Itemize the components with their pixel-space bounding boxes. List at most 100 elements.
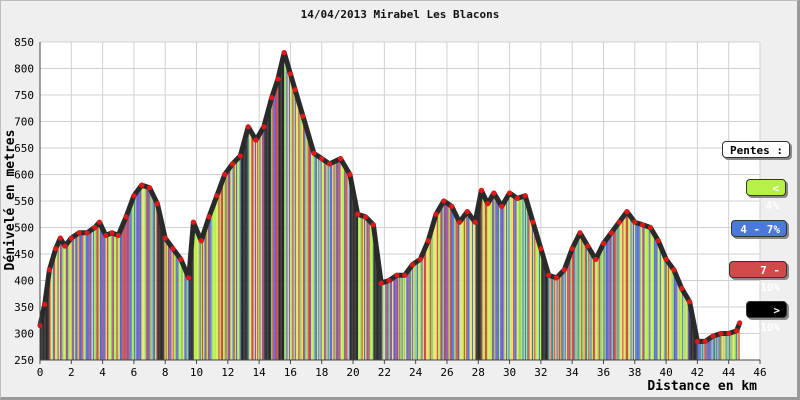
slope-bar xyxy=(491,195,494,360)
slope-bar xyxy=(69,239,71,360)
slope-bar xyxy=(47,282,49,360)
elevation-point xyxy=(464,209,470,215)
slope-bar xyxy=(648,226,650,360)
slope-bar xyxy=(637,223,639,360)
elevation-point xyxy=(718,330,724,337)
slope-bar xyxy=(223,177,225,360)
elevation-point xyxy=(478,187,484,193)
elevation-point xyxy=(569,246,575,252)
slope-bar xyxy=(731,332,733,360)
slope-bar xyxy=(562,271,564,360)
y-tick-label: 300 xyxy=(14,328,34,341)
slope-bar xyxy=(393,277,395,360)
slope-bar xyxy=(275,83,278,361)
slope-bar xyxy=(452,208,454,360)
elevation-point xyxy=(42,301,48,307)
slope-bar xyxy=(190,252,192,360)
slope-bar xyxy=(312,149,314,360)
slope-bar xyxy=(251,133,253,360)
elevation-point xyxy=(139,182,145,188)
slope-bar xyxy=(703,341,705,360)
elevation-point xyxy=(433,211,439,217)
slope-bar xyxy=(65,244,67,360)
slope-bar xyxy=(324,160,326,360)
slope-bar xyxy=(328,163,330,360)
slope-bar xyxy=(530,216,532,360)
slope-bar xyxy=(695,332,697,360)
slope-bar xyxy=(143,185,145,360)
legend-label: 4 - 7% xyxy=(740,223,780,236)
slope-bar xyxy=(110,233,112,360)
slope-bar xyxy=(266,114,268,360)
slope-bar xyxy=(128,210,130,360)
slope-bar xyxy=(326,162,328,360)
slope-bar xyxy=(482,194,484,360)
slope-bar xyxy=(137,190,139,360)
slope-bar xyxy=(496,198,498,360)
slope-bar xyxy=(236,159,238,360)
slope-bar xyxy=(707,339,710,360)
slope-bar xyxy=(332,162,334,360)
slope-bar xyxy=(426,243,428,360)
elevation-point xyxy=(319,156,325,162)
slope-bar xyxy=(738,324,740,360)
slope-bar xyxy=(670,265,672,360)
slope-bar xyxy=(321,158,323,360)
slope-bar xyxy=(49,267,51,360)
slope-bar xyxy=(666,261,669,360)
slope-bar xyxy=(408,269,410,360)
slope-bar xyxy=(272,93,274,360)
elevation-point xyxy=(311,150,317,156)
x-tick-labels: 0 2 4 6 8 10 12 14 16 18 20 22 24 26 28 30 32 34 36 38 40 42 4… xyxy=(37,366,767,379)
slope-bar xyxy=(675,274,677,360)
elevation-point xyxy=(577,230,583,236)
slope-bar xyxy=(629,215,631,360)
slope-bar xyxy=(617,223,619,360)
slope-bar xyxy=(669,264,671,360)
slope-bar xyxy=(380,281,382,360)
elevation-point xyxy=(425,238,431,244)
slope-bar xyxy=(625,212,627,360)
slope-bar xyxy=(75,235,77,360)
elevation-point xyxy=(370,222,376,228)
slope-bar xyxy=(428,237,430,360)
slope-bar xyxy=(146,187,148,360)
slope-bar xyxy=(567,260,569,360)
slope-bar xyxy=(470,217,472,360)
slope-bar xyxy=(246,130,248,360)
slope-bar xyxy=(314,154,316,360)
slope-bar xyxy=(711,336,713,360)
slope-bar xyxy=(587,245,589,360)
x-tick-label: 10 xyxy=(190,366,203,379)
slope-bar xyxy=(338,159,340,360)
x-tick-label: 12 xyxy=(221,366,234,379)
slope-bar xyxy=(538,244,541,360)
slope-bar xyxy=(210,212,212,360)
slope-bar xyxy=(436,211,438,360)
slope-bar xyxy=(79,232,82,360)
slope-bar xyxy=(81,232,83,360)
slope-bar xyxy=(109,233,111,360)
slope-bar xyxy=(563,270,565,360)
elevation-point xyxy=(386,277,392,284)
slope-bar xyxy=(206,222,208,360)
slope-bar xyxy=(433,221,435,360)
slope-bar xyxy=(446,202,448,360)
slope-bar xyxy=(705,340,707,360)
slope-bar xyxy=(605,239,607,360)
slope-bar xyxy=(112,233,114,360)
slope-bar xyxy=(664,256,666,360)
slope-bar xyxy=(676,276,678,360)
slope-bar xyxy=(564,267,566,360)
slope-bar xyxy=(455,215,457,360)
elevation-point xyxy=(347,171,353,178)
slope-bar xyxy=(604,241,606,360)
slope-bar xyxy=(267,110,269,360)
elevation-point xyxy=(115,232,121,239)
slope-bar xyxy=(518,197,521,360)
x-tick-label: 2 xyxy=(68,366,75,379)
slope-bar xyxy=(329,163,332,360)
slope-bar xyxy=(729,333,731,360)
elevation-point xyxy=(68,235,74,241)
slope-bar xyxy=(57,242,59,360)
